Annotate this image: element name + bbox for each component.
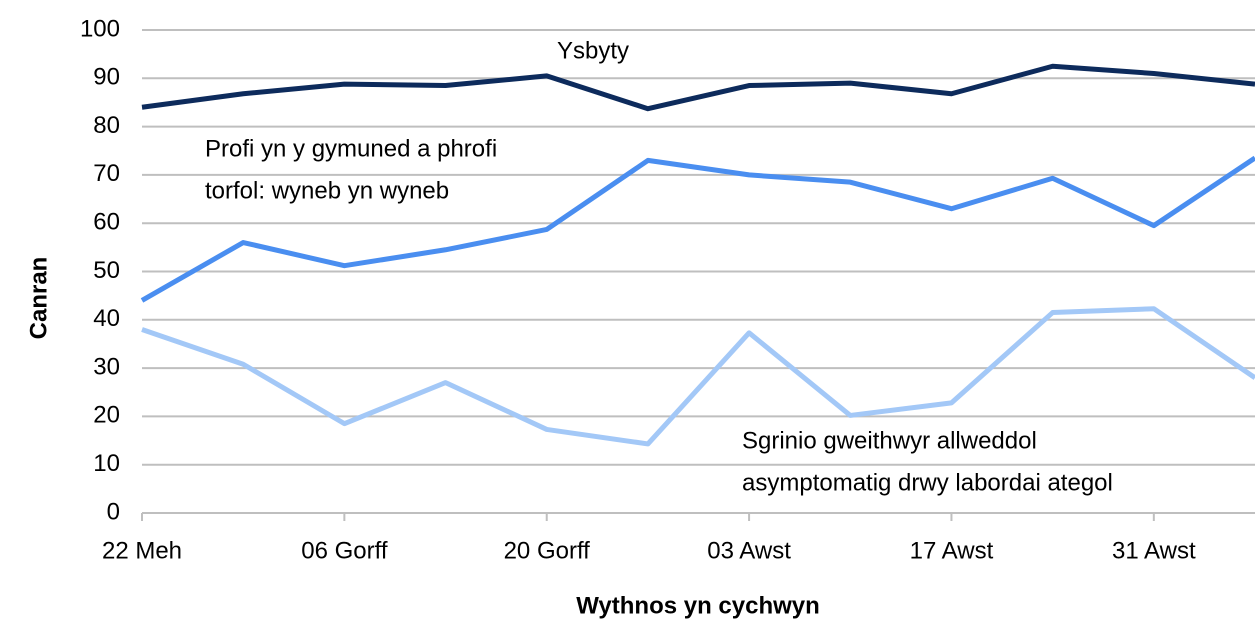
y-tick-label: 90 — [93, 64, 120, 91]
y-tick-label: 30 — [93, 353, 120, 380]
x-axis-label: Wythnos yn cychwyn — [576, 592, 820, 619]
y-tick-label: 100 — [80, 15, 120, 42]
series-line — [141, 306, 1255, 447]
y-tick-label: 50 — [93, 257, 120, 284]
y-tick-label: 70 — [93, 160, 120, 187]
series-label: torfol: wyneb yn wyneb — [205, 177, 449, 204]
y-tick-label: 20 — [93, 402, 120, 429]
y-axis-label: Canran — [25, 257, 52, 340]
x-tick-label: 17 Awst — [910, 537, 994, 564]
series-label: Sgrinio gweithwyr allweddol — [742, 427, 1037, 454]
y-tick-label: 40 — [93, 305, 120, 332]
series-line — [141, 63, 1255, 112]
x-tick-label: 22 Meh — [102, 537, 182, 564]
x-tick-label: 20 Gorff — [504, 537, 591, 564]
y-tick-label: 60 — [93, 209, 120, 236]
x-tick-label: 31 Awst — [1112, 537, 1196, 564]
series-label: Profi yn y gymuned a phrofi — [205, 135, 497, 162]
series-line — [140, 155, 1255, 303]
y-tick-label: 80 — [93, 112, 120, 139]
series-label: Ysbyty — [557, 37, 629, 64]
series-label: asymptomatig drwy labordai ategol — [742, 469, 1113, 496]
x-tick-label: 06 Gorff — [301, 537, 388, 564]
y-tick-label: 0 — [107, 498, 120, 525]
y-tick-label: 10 — [93, 450, 120, 477]
x-tick-label: 03 Awst — [707, 537, 791, 564]
